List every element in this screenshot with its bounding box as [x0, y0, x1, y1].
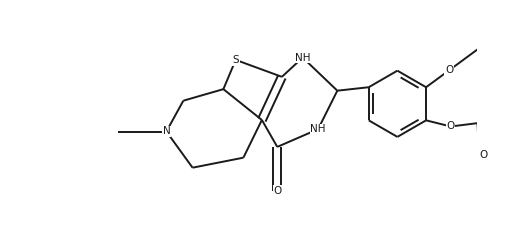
Text: O: O — [479, 150, 487, 160]
Text: NH: NH — [295, 53, 311, 63]
Text: O: O — [446, 122, 455, 131]
Text: N: N — [162, 126, 170, 136]
Text: NH: NH — [310, 124, 326, 134]
Text: O: O — [445, 65, 453, 75]
Text: O: O — [273, 186, 281, 196]
Text: S: S — [232, 55, 239, 65]
